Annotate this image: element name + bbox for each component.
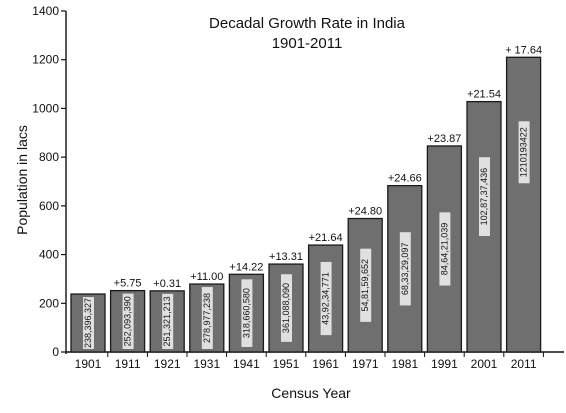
growth-rate-label: +21.64 <box>309 232 343 244</box>
population-value-label: 361,088,090 <box>281 283 291 333</box>
population-label-bg <box>479 157 490 237</box>
growth-rate-label: +11.00 <box>190 271 223 283</box>
population-label-bg <box>281 274 292 342</box>
growth-rate-label: +21.54 <box>467 89 501 101</box>
population-label-group: 54,81,59,652 <box>360 248 372 322</box>
chart-title: Decadal Growth Rate in India <box>209 15 406 32</box>
population-label-bg <box>83 297 94 350</box>
y-tick-label: 1000 <box>32 101 59 115</box>
growth-rate-label: +13.31 <box>269 251 303 263</box>
population-label-bg <box>439 212 451 286</box>
growth-rate-label: +0.31 <box>153 278 181 290</box>
axes: 0 200 400 600 800 1000 1200 1400 <box>32 4 564 359</box>
growth-rate-label: +23.87 <box>427 133 461 145</box>
population-label-group: 252,093,390 <box>122 293 134 349</box>
x-tick-label: 2001 <box>471 357 498 371</box>
population-value-label: 84,64,21,039 <box>439 223 449 276</box>
x-tick-label: 1931 <box>193 357 220 371</box>
x-tick-label: 1961 <box>312 357 339 371</box>
x-tick-label: 1901 <box>75 357 102 371</box>
bars-group <box>70 56 542 353</box>
x-tick-label: 1921 <box>154 357 181 371</box>
growth-rate-label: +14.22 <box>229 261 263 273</box>
population-label-bg <box>201 287 213 350</box>
x-tick-label: 1971 <box>352 357 379 371</box>
population-label-group: 102,87,37,436 <box>479 157 490 237</box>
x-tick-label: 1941 <box>233 357 260 371</box>
y-tick-label: 0 <box>52 345 59 359</box>
x-tick-label: 1991 <box>431 357 458 371</box>
population-label-group: 238,396,327 <box>83 297 94 350</box>
population-value-label: 68,33,29,097 <box>400 243 410 296</box>
y-tick-label: 600 <box>39 199 59 213</box>
y-tick-label: 1400 <box>32 4 59 18</box>
y-tick-label: 200 <box>39 296 59 310</box>
population-value-label: 1210193422 <box>519 127 529 177</box>
population-value-label: 238,396,327 <box>83 298 93 348</box>
population-label-bg <box>360 248 372 322</box>
bar <box>505 56 542 353</box>
population-label-group: 251,321,213 <box>162 293 174 350</box>
population-label-group: 278,977,238 <box>201 287 213 350</box>
x-tick-label: 1951 <box>273 357 300 371</box>
y-tick-label: 400 <box>39 248 59 262</box>
population-label-bg <box>241 279 253 347</box>
population-label-group: 318,660,580 <box>241 279 253 347</box>
x-tick-label: 2011 <box>511 357 537 371</box>
population-label-bg <box>399 232 411 306</box>
population-value-label: 252,093,390 <box>123 296 133 346</box>
population-value-label: 251,321,213 <box>162 296 172 346</box>
population-label-bg <box>320 261 332 336</box>
population-label-group: 361,088,090 <box>281 274 292 342</box>
population-value-label: 278,977,238 <box>202 293 212 343</box>
population-value-label: 318,660,580 <box>241 288 251 338</box>
y-axis-title: Population in lacs <box>14 125 30 235</box>
x-axis-title: Census Year <box>271 385 351 401</box>
growth-rate-label: +24.66 <box>388 173 422 185</box>
population-label-group: 43,92,34,771 <box>320 261 332 336</box>
bar <box>426 145 463 353</box>
y-tick-label: 800 <box>39 150 59 164</box>
population-value-label: 102,87,37,436 <box>479 168 489 226</box>
growth-rate-label: + 17.64 <box>505 44 542 56</box>
labels-group: 1901 238,396,327 1911 +5.75 252,093,390 1921 +… <box>75 44 544 371</box>
population-label-bg <box>122 293 134 349</box>
population-label-group: 68,33,29,097 <box>399 232 411 306</box>
population-value-label: 54,81,59,652 <box>360 259 370 312</box>
population-value-label: 43,92,34,771 <box>321 272 331 325</box>
growth-rate-label: +24.80 <box>348 206 382 218</box>
population-label-bg <box>162 293 174 350</box>
y-tick-label: 1200 <box>32 53 59 67</box>
population-label-group: 84,64,21,039 <box>439 212 451 286</box>
growth-rate-label: +5.75 <box>114 278 142 290</box>
population-label-bg <box>518 121 530 184</box>
x-tick-label: 1981 <box>391 357 418 371</box>
chart-subtitle: 1901-2011 <box>272 35 343 52</box>
population-label-group: 1210193422 <box>518 121 530 184</box>
x-tick-label: 1911 <box>115 357 141 371</box>
